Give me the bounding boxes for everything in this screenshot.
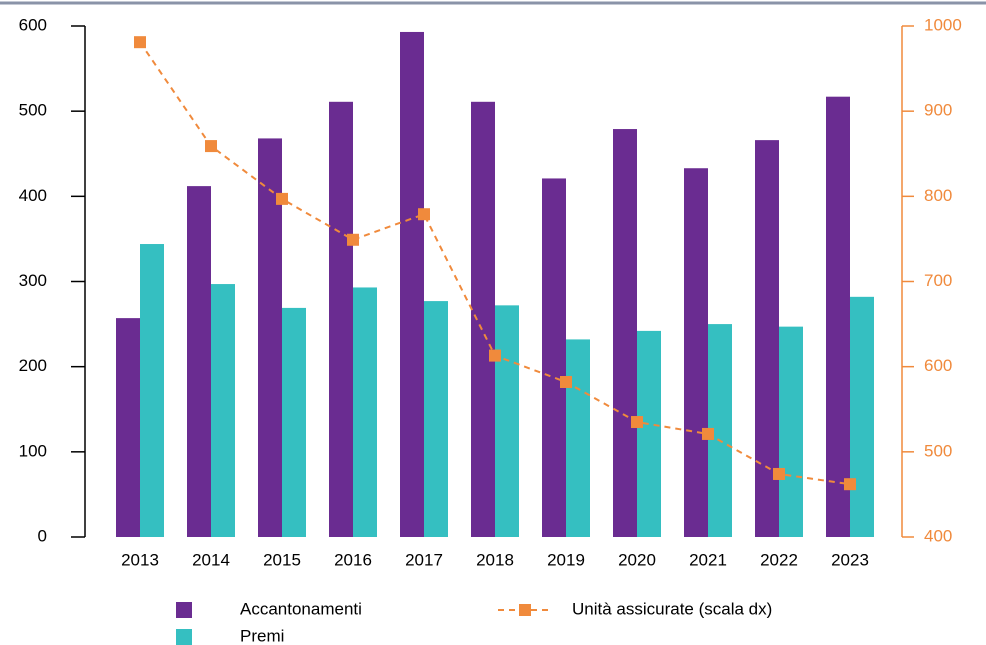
x-tick-label: 2023 xyxy=(831,550,869,569)
point xyxy=(205,140,217,153)
x-tick-label: 2014 xyxy=(192,550,230,569)
point xyxy=(276,192,288,205)
bar xyxy=(613,129,637,537)
bar xyxy=(850,296,874,537)
y2-tick-label: 1000 xyxy=(924,15,962,34)
x-tick-label: 2013 xyxy=(121,550,159,569)
y2-tick-label: 400 xyxy=(924,526,952,545)
y2-tick-label: 800 xyxy=(924,186,952,205)
legend-label: Premi xyxy=(240,626,284,645)
x-tick-label: 2019 xyxy=(547,550,585,569)
bar xyxy=(282,307,306,537)
point xyxy=(560,375,572,388)
bar xyxy=(684,168,708,537)
point xyxy=(418,208,430,221)
bar xyxy=(353,287,377,537)
legend-swatch xyxy=(176,602,192,618)
y2-tick-label: 600 xyxy=(924,356,952,375)
y2-tick-label: 700 xyxy=(924,271,952,290)
bar xyxy=(329,101,353,537)
point xyxy=(773,467,785,480)
legend-label: Accantonamenti xyxy=(240,599,362,618)
x-tick-label: 2022 xyxy=(760,550,798,569)
bar xyxy=(211,284,235,537)
bar xyxy=(566,339,590,537)
x-tick-label: 2018 xyxy=(476,550,514,569)
y-tick-label: 0 xyxy=(38,526,47,545)
point xyxy=(844,478,856,491)
y2-tick-label: 500 xyxy=(924,441,952,460)
y2-tick-label: 900 xyxy=(924,101,952,120)
bar xyxy=(542,178,566,537)
point xyxy=(134,36,146,49)
legend-label: Unità assicurate (scala dx) xyxy=(572,599,772,618)
y-tick-label: 600 xyxy=(19,15,47,34)
y-tick-label: 200 xyxy=(19,356,47,375)
x-tick-label: 2021 xyxy=(689,550,727,569)
y-tick-label: 100 xyxy=(19,441,47,460)
x-tick-label: 2020 xyxy=(618,550,656,569)
point xyxy=(631,416,643,429)
point xyxy=(489,349,501,362)
y-tick-label: 500 xyxy=(19,101,47,120)
bar xyxy=(779,326,803,537)
legend-swatch xyxy=(176,629,192,645)
bar xyxy=(187,186,211,537)
point xyxy=(347,233,359,246)
x-tick-label: 2017 xyxy=(405,550,443,569)
y-tick-label: 300 xyxy=(19,271,47,290)
y-tick-label: 400 xyxy=(19,186,47,205)
x-tick-label: 2016 xyxy=(334,550,372,569)
bar xyxy=(424,301,448,537)
bar xyxy=(826,96,850,538)
x-tick-label: 2015 xyxy=(263,550,301,569)
bar xyxy=(140,244,164,537)
legend-marker xyxy=(519,604,531,616)
bar xyxy=(471,101,495,537)
bar xyxy=(637,330,661,537)
bar xyxy=(400,31,424,537)
point xyxy=(702,427,714,440)
bar xyxy=(495,305,519,537)
bar xyxy=(116,318,140,537)
